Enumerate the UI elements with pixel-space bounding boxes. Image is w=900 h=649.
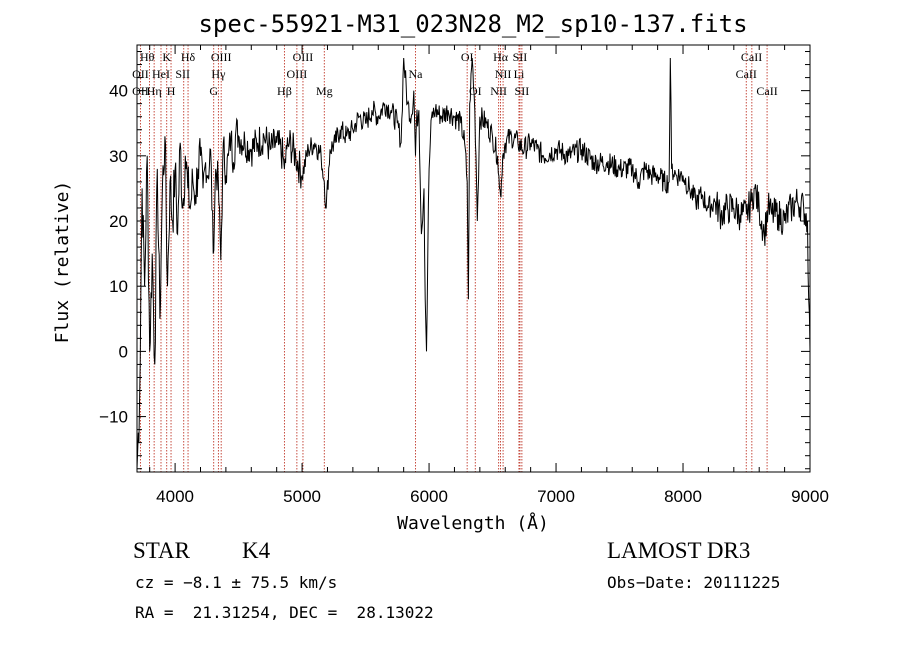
obs-date: Obs−Date: 20111225: [607, 573, 781, 592]
line-label: SII: [515, 84, 530, 98]
object-class: STAR: [133, 538, 190, 563]
line-label: K: [162, 50, 171, 64]
line-label: H: [167, 84, 176, 98]
line-labels: Hθ K Hδ OIII OIII OI Hα SII CaII OII HeI SII Hγ OIII N…: [132, 50, 778, 98]
line-label: Hα: [493, 50, 509, 64]
line-label: OI: [461, 50, 474, 64]
redshift-cz: cz = −8.1 ± 75.5 km/s: [135, 573, 338, 592]
y-tick-label: 20: [109, 212, 128, 231]
line-label: CaII: [741, 50, 762, 64]
line-label: Mg: [316, 84, 333, 98]
line-label: CaII: [756, 84, 777, 98]
line-label: Hδ: [181, 50, 196, 64]
line-label: Na: [408, 67, 423, 81]
line-label: OIII: [293, 50, 314, 64]
line-label: Hη: [147, 84, 162, 98]
line-label: G: [209, 84, 218, 98]
line-markers: [139, 45, 768, 472]
x-tick-label: 6000: [410, 487, 448, 506]
coordinates: RA = 21.31254, DEC = 28.13022: [135, 603, 434, 622]
line-label: SII: [175, 67, 190, 81]
x-axis-label: Wavelength (Å): [397, 512, 549, 534]
plot-frame: [136, 44, 811, 473]
y-tick-label: −10: [99, 408, 128, 427]
x-axis-ticks: 4000 5000 6000 7000 8000 9000: [149, 45, 829, 506]
x-tick-label: 8000: [664, 487, 702, 506]
line-label: NII: [490, 84, 507, 98]
line-label: OI: [469, 84, 482, 98]
line-label: Hθ: [140, 50, 155, 64]
object-subclass: K4: [242, 538, 271, 563]
line-label: Hγ: [211, 67, 226, 81]
line-label: SII: [513, 50, 528, 64]
y-axis-ticks: −10 0 10 20 30 40: [99, 51, 810, 470]
y-tick-label: 30: [109, 147, 128, 166]
spectrum-line: [136, 57, 811, 469]
line-label: Li: [514, 67, 525, 81]
survey-name: LAMOST DR3: [607, 538, 751, 563]
y-axis-label: Flux (relative): [52, 181, 73, 344]
line-label: HeI: [152, 67, 170, 81]
line-label: Hβ: [277, 84, 292, 98]
line-label: CaII: [736, 67, 757, 81]
y-tick-label: 40: [109, 82, 128, 101]
x-tick-label: 5000: [283, 487, 321, 506]
x-tick-label: 7000: [537, 487, 575, 506]
line-label: NII: [495, 67, 512, 81]
line-label: OIII: [287, 67, 308, 81]
line-label: OII: [132, 67, 149, 81]
y-tick-label: 0: [119, 342, 128, 361]
line-label: OIII: [211, 50, 232, 64]
x-tick-label: 9000: [791, 487, 829, 506]
x-tick-label: 4000: [156, 487, 194, 506]
chart-title: spec-55921-M31_023N28_M2_sp10-137.fits: [198, 10, 747, 38]
y-tick-label: 10: [109, 277, 128, 296]
